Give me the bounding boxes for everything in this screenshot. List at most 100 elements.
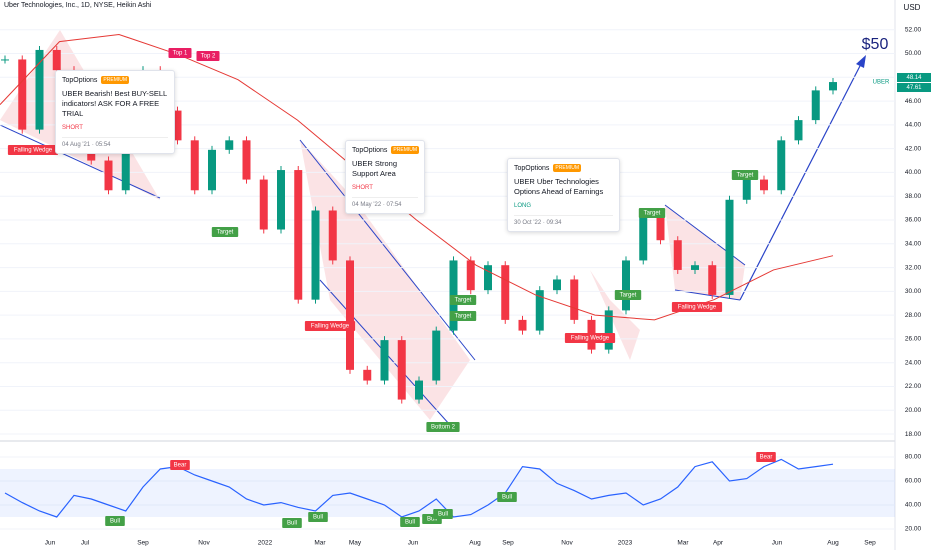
candle: [1, 59, 9, 61]
annotation-box: [497, 492, 517, 502]
annotation-box: [196, 51, 220, 61]
y-tick-label: 80.00: [905, 454, 922, 461]
candle: [760, 179, 768, 191]
candle: [363, 369, 372, 381]
direction: SHORT: [352, 185, 373, 191]
y-tick-label: 34.00: [905, 241, 922, 248]
annotation-box: [308, 512, 328, 522]
candle: [656, 215, 665, 241]
annotation-box: [731, 170, 759, 180]
candle: [121, 120, 130, 191]
annotation: Target: [217, 230, 234, 236]
x-tick-label: Mar: [677, 540, 689, 547]
date: 04 Aug '21 · 05:54: [62, 137, 168, 148]
candle: [432, 330, 441, 381]
y-tick-label: 26.00: [905, 336, 922, 343]
y-tick-label: 28.00: [905, 312, 922, 319]
trend-line: [0, 124, 161, 199]
y-tick-label: 60.00: [905, 478, 922, 485]
date: 04 May '22 · 07:54: [352, 197, 418, 208]
annotation: Falling Wedge: [14, 148, 53, 154]
x-tick-label: Jul: [81, 540, 90, 547]
x-tick-label: Nov: [561, 540, 573, 547]
candle: [794, 120, 803, 141]
idea-title: UBER Uber Technologies Options Ahead of …: [514, 177, 604, 196]
annotation: Bull: [110, 519, 120, 525]
x-tick-label: May: [349, 540, 362, 547]
price-tag-box: [897, 73, 931, 82]
y-tick-label: 22.00: [905, 383, 922, 390]
annotation-box: [614, 290, 642, 300]
candle: [397, 340, 406, 400]
x-tick-label: Aug: [469, 540, 481, 547]
annotation-box: [282, 518, 302, 528]
annotation-box: [638, 208, 666, 218]
idea-card[interactable]: TopOptions PREMIUM UBER Strong Support Ar…: [345, 140, 425, 214]
candle: [777, 140, 786, 191]
annotation-box: [671, 302, 723, 312]
candle: [570, 279, 579, 320]
annotation-box: [105, 516, 125, 526]
annotation: Target: [737, 173, 754, 179]
candle: [466, 260, 475, 291]
candle: [691, 265, 699, 270]
y-tick-label: 40.00: [905, 169, 922, 176]
badge: PREMIUM: [391, 146, 420, 154]
annotation: Falling Wedge: [571, 336, 610, 342]
y-tick-label: 46.00: [905, 98, 922, 105]
annotation: Bottom 2: [431, 425, 456, 431]
idea-card[interactable]: TopOptions PREMIUM UBER Uber Technologies…: [507, 158, 620, 232]
y-tick-label: 42.00: [905, 145, 922, 152]
currency: USD: [904, 3, 921, 12]
wedge: [300, 140, 470, 420]
annotation: Top 2: [201, 54, 216, 60]
badge: PREMIUM: [553, 164, 582, 172]
y-tick-label: 32.00: [905, 264, 922, 271]
y-tick-label: 20.00: [905, 526, 922, 533]
annotation: Falling Wedge: [678, 305, 717, 311]
candle: [242, 140, 251, 180]
y-tick-label: 20.00: [905, 407, 922, 414]
annotation: Falling Wedge: [311, 324, 350, 330]
x-tick-label: Aug: [827, 540, 839, 547]
y-tick-label: 44.00: [905, 122, 922, 129]
annotation: Target: [455, 298, 472, 304]
candle: [277, 170, 285, 230]
annotation-box: [449, 295, 477, 305]
x-tick-label: Nov: [198, 540, 210, 547]
annotation-box: [756, 452, 776, 462]
trend-line: [299, 139, 476, 361]
author: TopOptions: [62, 76, 98, 84]
annotation: Bear: [760, 455, 773, 461]
candle: [622, 260, 630, 311]
annotation: Bull: [313, 515, 323, 521]
y-tick-label: 50.00: [905, 50, 922, 57]
annotation: Top 1: [173, 51, 188, 57]
author: TopOptions: [514, 164, 550, 172]
candle: [811, 90, 820, 121]
idea-title: UBER Strong Support Area: [352, 159, 398, 178]
annotation-box: [170, 460, 190, 470]
candle: [294, 170, 303, 300]
candle: [346, 260, 354, 370]
idea-card[interactable]: TopOptions PREMIUM UBER Bearish! Best BUY…: [55, 70, 175, 154]
annotation: Target: [455, 314, 472, 320]
candle: [328, 210, 337, 261]
candle: [639, 215, 648, 261]
candle: [708, 265, 717, 295]
x-tick-label: Sep: [502, 540, 514, 547]
annotation-box: [7, 145, 59, 155]
annotation-box: [400, 517, 420, 527]
annotation: Target: [620, 293, 637, 299]
candle: [311, 210, 320, 300]
candle: [52, 49, 61, 71]
annotation-box: [211, 227, 239, 237]
candle: [553, 279, 561, 291]
candle: [173, 110, 182, 141]
annotation: Bull: [427, 517, 437, 523]
badge: PREMIUM: [101, 76, 130, 84]
candle: [380, 340, 389, 381]
header-title: Uber Technologies, Inc., 1D, NYSE, Heiki…: [4, 2, 152, 9]
candle: [259, 179, 268, 230]
annotation: Target: [644, 211, 661, 217]
